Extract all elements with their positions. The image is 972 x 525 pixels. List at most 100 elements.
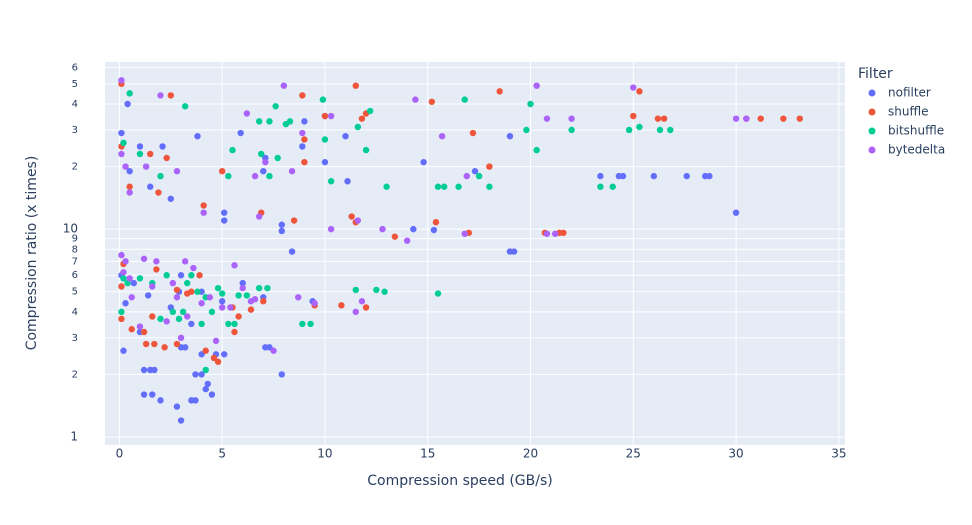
point <box>255 213 263 220</box>
point <box>227 304 234 311</box>
point <box>358 298 366 305</box>
point <box>144 292 152 299</box>
point <box>597 183 604 190</box>
legend-marker <box>868 89 876 97</box>
point <box>327 112 335 120</box>
point <box>383 183 390 190</box>
y-tick-label: 5 <box>72 79 78 90</box>
point <box>120 269 127 276</box>
point <box>469 129 477 137</box>
point <box>118 77 125 84</box>
point <box>239 284 246 292</box>
point <box>438 132 446 140</box>
point <box>523 126 530 134</box>
point <box>198 300 205 307</box>
point <box>120 139 127 147</box>
plot-area <box>105 62 845 445</box>
point <box>118 251 125 259</box>
point <box>231 262 238 269</box>
point <box>260 167 267 175</box>
point <box>136 323 144 330</box>
point <box>706 172 713 180</box>
point <box>173 286 181 294</box>
point <box>163 272 170 279</box>
point <box>348 213 355 220</box>
legend-label: bitshuffle <box>888 124 944 138</box>
point <box>280 82 288 89</box>
point <box>140 366 148 374</box>
point <box>149 283 156 290</box>
y-tick-label: 6 <box>72 62 78 73</box>
point <box>625 126 633 134</box>
point <box>124 279 131 287</box>
point <box>221 217 228 224</box>
y-tick-label: 8 <box>72 244 78 255</box>
point <box>179 308 187 316</box>
series-2 <box>118 90 674 374</box>
point <box>151 340 158 348</box>
point <box>321 112 329 120</box>
point <box>463 172 470 180</box>
point <box>428 98 436 105</box>
point <box>192 397 199 404</box>
point <box>124 100 131 108</box>
x-tick-label: 20 <box>523 447 538 461</box>
point <box>295 294 302 301</box>
point <box>432 218 440 226</box>
x-tick-label: 10 <box>317 447 332 461</box>
point <box>196 272 203 279</box>
point <box>200 209 207 216</box>
point <box>796 115 803 122</box>
point <box>299 143 306 150</box>
point <box>264 284 271 292</box>
point <box>194 288 201 295</box>
point <box>362 304 370 311</box>
point <box>243 292 251 299</box>
point <box>757 115 764 122</box>
point <box>173 403 181 410</box>
y-tick-label: 9 <box>72 234 78 245</box>
point <box>153 258 160 265</box>
point <box>120 347 127 354</box>
point <box>157 315 164 323</box>
y-tick-label: 1 <box>70 429 78 443</box>
point <box>619 172 627 180</box>
point <box>208 391 216 398</box>
point <box>198 320 205 328</box>
grid <box>105 62 845 445</box>
point <box>352 82 359 89</box>
point <box>212 337 220 345</box>
point <box>177 334 185 342</box>
point <box>266 172 273 180</box>
point <box>235 313 242 320</box>
point <box>140 328 148 336</box>
legend-label: shuffle <box>888 105 928 119</box>
x-tick-label: 15 <box>420 447 435 461</box>
point <box>278 227 285 235</box>
point <box>299 92 306 99</box>
point <box>214 358 222 365</box>
point <box>202 366 209 374</box>
point <box>274 154 281 162</box>
legend-marker <box>868 146 876 154</box>
point <box>732 209 740 216</box>
point <box>307 320 314 328</box>
point <box>301 118 308 125</box>
point <box>461 96 468 103</box>
point <box>157 172 164 180</box>
point <box>163 318 170 325</box>
point <box>496 88 503 95</box>
point <box>181 258 189 265</box>
point <box>161 344 168 351</box>
point <box>321 136 329 143</box>
point <box>667 126 674 134</box>
y-tick-label: 7 <box>72 256 78 267</box>
x-tick-label: 5 <box>218 447 226 461</box>
point <box>173 294 181 301</box>
point <box>650 172 658 180</box>
point <box>543 115 551 122</box>
point <box>126 189 133 196</box>
point <box>636 88 643 95</box>
point <box>533 82 540 89</box>
legend-marker <box>868 108 876 116</box>
